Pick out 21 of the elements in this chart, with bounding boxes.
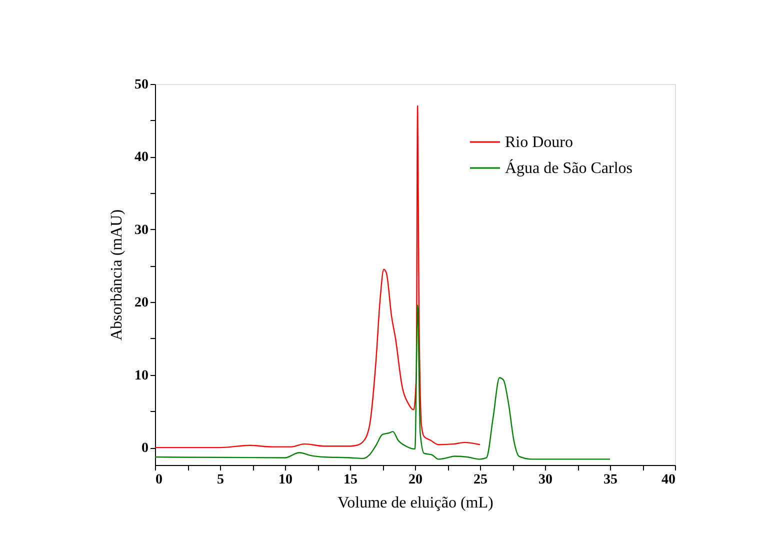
x-tick-label: 35	[604, 472, 618, 488]
x-tick-label: 25	[474, 472, 488, 488]
x-tick-label: 10	[278, 472, 292, 488]
line-series	[154, 105, 481, 448]
x-tick-label: 20	[408, 472, 422, 488]
y-axis-title: Absorbância (mAU)	[108, 209, 126, 341]
x-axis-title: Volume de eluição (mL)	[338, 494, 494, 512]
y-tick-label: 50	[134, 78, 148, 92]
x-tick-label: 40	[662, 472, 676, 488]
y-tick-label: 10	[134, 368, 148, 384]
legend-label: Água de São Carlos	[505, 159, 633, 177]
line-series	[154, 304, 611, 460]
x-tick-label: 0	[156, 472, 162, 488]
legend-label: Rio Douro	[505, 134, 573, 151]
x-tick-label: 30	[538, 472, 552, 488]
y-tick-label: 20	[134, 296, 148, 311]
x-tick-label: 15	[344, 472, 358, 488]
y-tick-label: 0	[142, 441, 148, 456]
x-tick-label: 5	[217, 472, 224, 488]
y-tick-label: 30	[134, 222, 148, 238]
y-tick-label: 40	[134, 150, 148, 166]
